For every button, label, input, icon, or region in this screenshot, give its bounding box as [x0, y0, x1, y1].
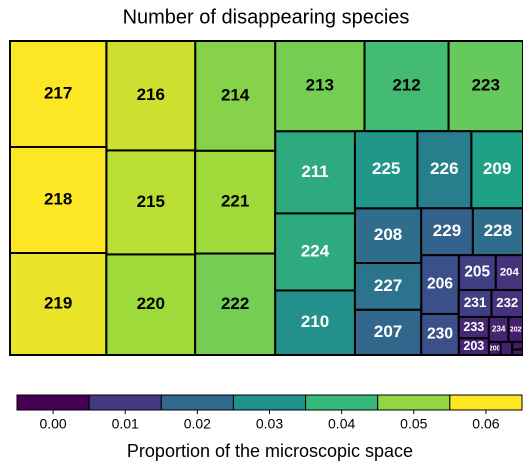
colorbar-segment [232, 394, 307, 411]
cell-label: 234 [492, 325, 506, 334]
colorbar-segment [16, 394, 90, 411]
colorbar-segment [160, 394, 234, 411]
treemap-cell [416, 130, 473, 210]
cell-label: 226 [430, 159, 458, 178]
treemap-cell [9, 40, 108, 148]
cell-label: 207 [374, 322, 402, 341]
cell-label: 204 [500, 267, 520, 279]
colorbar-segment [377, 394, 451, 411]
treemap-cell [353, 262, 423, 311]
cell-label: 210 [301, 312, 329, 331]
cell-label: 216 [137, 85, 165, 104]
cell-label: 229 [433, 221, 461, 240]
cell-label: 228 [484, 221, 512, 240]
colorbar-segment [88, 394, 162, 411]
cell-label: 205 [464, 264, 490, 281]
cell-label: 222 [221, 294, 249, 313]
cell-label: 213 [306, 76, 334, 95]
cell-label: 215 [137, 192, 165, 211]
treemap-cell [274, 130, 356, 215]
treemap-cell [420, 207, 474, 257]
cell-label: 218 [44, 189, 72, 208]
colorbar-tick-label: 0.00 [39, 416, 66, 432]
treemap-cell [487, 315, 510, 343]
colorbar-tick-label: 0.01 [112, 416, 139, 432]
treemap-cell [274, 212, 356, 292]
cell-label: 206 [427, 276, 453, 293]
colorbar-tick-label: 0.06 [472, 416, 499, 432]
colorbar-segment [449, 394, 523, 411]
cell-label: 224 [301, 241, 330, 260]
cell-label: 227 [374, 276, 402, 295]
colorbar-tick-label: 0.04 [328, 416, 355, 432]
chart-title: Number of disappearing species [123, 6, 410, 28]
cell-label: 217 [44, 83, 72, 102]
treemap-cell [447, 40, 523, 133]
treemap-cell [420, 312, 460, 357]
cell-label: 220 [137, 294, 165, 313]
cell-label: 212 [392, 76, 420, 95]
cell-label: 230 [427, 326, 453, 343]
cell-label: 232 [496, 295, 518, 310]
cell-label: 223 [472, 76, 500, 95]
cell-label: 202 [510, 326, 522, 333]
colorbar-segment [305, 394, 379, 411]
treemap-cell [363, 40, 450, 133]
treemap-cell [274, 289, 356, 356]
treemap-cell [499, 340, 514, 356]
cell-label: 221 [221, 192, 249, 211]
colorbar-tick-label: 0.03 [256, 416, 283, 432]
treemap-cell [9, 146, 108, 254]
cell-label: 214 [221, 85, 250, 104]
treemap-cell [194, 149, 277, 255]
treemap-cell [194, 40, 277, 152]
cell-label: 200 [489, 345, 501, 352]
cell-label: 231 [464, 295, 487, 310]
treemap-cell [105, 40, 197, 152]
colorbar-label: Proportion of the microscopic space [127, 441, 413, 461]
colorbar-tick-label: 0.02 [184, 416, 211, 432]
cell-label: 208 [374, 225, 402, 244]
cell-label: 219 [44, 293, 72, 312]
treemap-cell [353, 130, 419, 210]
treemap-cell [511, 340, 523, 351]
cell-label: 225 [372, 159, 400, 178]
treemap-cell [105, 253, 197, 356]
cell-label: 233 [463, 320, 484, 334]
treemap-cell [194, 252, 277, 356]
cell-label: 203 [463, 339, 484, 353]
cell-label: 209 [483, 159, 511, 178]
colorbar-tick-label: 0.05 [400, 416, 427, 432]
cell-label: 211 [301, 162, 328, 181]
